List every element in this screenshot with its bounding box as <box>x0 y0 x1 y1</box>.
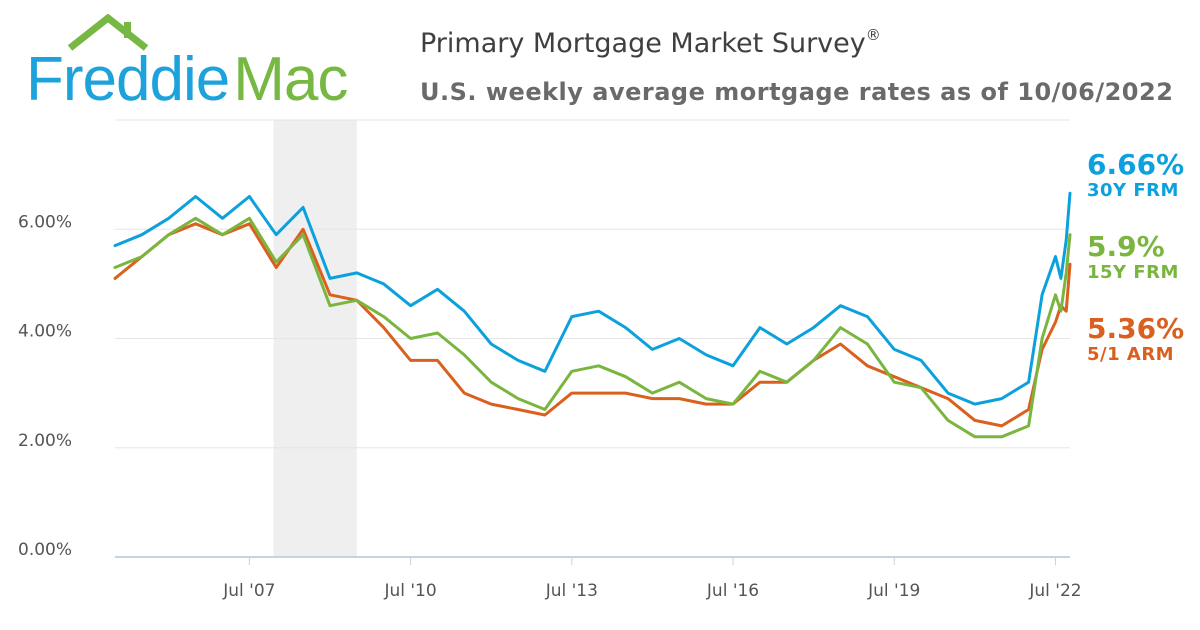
end-name-arm: 5/1 ARM <box>1087 344 1175 365</box>
end-value-15y: 5.9% <box>1087 230 1165 263</box>
end-name-15y: 15Y FRM <box>1087 262 1179 283</box>
x-tick-label: Jul '13 <box>545 581 598 601</box>
y-tick-label: 0.00% <box>18 540 72 560</box>
x-tick-label: Jul '16 <box>706 581 759 601</box>
end-value-30y: 6.66% <box>1087 148 1185 181</box>
y-tick-label: 4.00% <box>18 322 72 342</box>
page-subtitle: U.S. weekly average mortgage rates as of… <box>420 78 1174 106</box>
freddie-mac-logo: FreddieMac <box>26 14 348 109</box>
logo-roof-icon <box>67 14 149 51</box>
x-tick-label: Jul '10 <box>383 581 436 601</box>
end-label-arm: 5.36% 5/1 ARM <box>1087 314 1184 366</box>
end-label-15y: 5.9% 15Y FRM <box>1087 232 1179 284</box>
x-tick-label: Jul '22 <box>1028 581 1081 601</box>
logo-chimney-icon <box>124 22 131 38</box>
y-tick-label: 2.00% <box>18 431 72 451</box>
x-tick-label: Jul '07 <box>222 581 275 601</box>
end-name-30y: 30Y FRM <box>1087 180 1179 201</box>
series-line-30y-frm <box>113 191 1072 406</box>
series-line-15y-frm <box>113 216 1072 439</box>
page-title: Primary Mortgage Market Survey® <box>420 26 881 59</box>
registered-mark: ® <box>865 26 881 44</box>
end-label-30y: 6.66% 30Y FRM <box>1087 150 1184 202</box>
x-tick-label: Jul '19 <box>867 581 920 601</box>
svg-text:FreddieMac: FreddieMac <box>26 45 347 109</box>
y-tick-label: 6.00% <box>18 212 72 232</box>
end-value-arm: 5.36% <box>1087 312 1185 345</box>
